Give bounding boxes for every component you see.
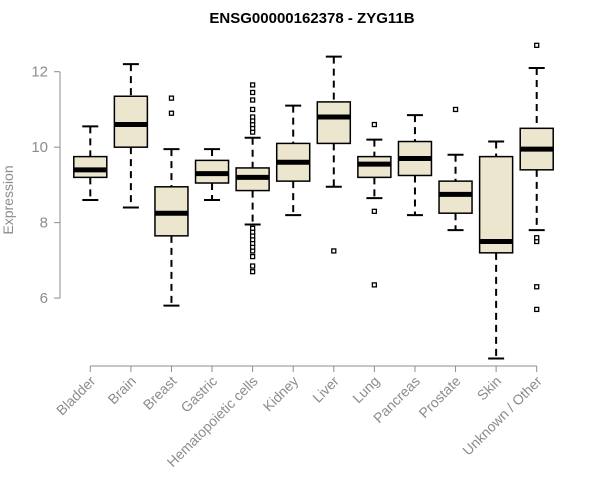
outlier-point <box>249 253 256 260</box>
outlier-point <box>249 89 256 96</box>
outlier-point <box>534 235 540 241</box>
outlier-point <box>371 282 378 288</box>
x-tick-label: Prostate <box>415 373 463 421</box>
box-skin <box>478 140 514 360</box>
box-pancreas <box>397 114 433 217</box>
box-prostate <box>438 106 473 232</box>
y-tick-label: 6 <box>40 290 48 307</box>
outlier-point <box>168 95 175 101</box>
outlier-point <box>371 208 378 214</box>
box-liver <box>316 55 352 254</box>
outlier-point <box>249 263 256 269</box>
iqr-box <box>316 101 352 145</box>
outlier-point <box>249 106 256 113</box>
box-gastric <box>194 148 230 201</box>
outlier-point <box>249 225 256 231</box>
iqr-box <box>357 155 392 179</box>
outlier-point <box>331 248 337 254</box>
x-tick-label: Lung <box>349 373 382 406</box>
outlier-point <box>534 306 540 313</box>
iqr-box <box>478 155 514 254</box>
outlier-point <box>249 97 256 103</box>
x-tick-label: Liver <box>309 373 342 406</box>
boxes <box>73 42 554 360</box>
outlier-point <box>249 82 256 88</box>
y-tick-label: 10 <box>31 139 48 156</box>
y-axis-label: Expression <box>0 165 16 234</box>
x-tick-label: Kidney <box>260 373 302 415</box>
outlier-point <box>249 269 256 275</box>
iqr-box <box>73 155 108 179</box>
y-tick-label: 8 <box>40 215 48 232</box>
box-bladder <box>73 125 108 201</box>
box-lung <box>357 121 392 288</box>
x-tick-label: Breast <box>140 373 180 413</box>
x-tick-label: Brain <box>105 373 139 407</box>
outlier-point <box>168 110 175 116</box>
iqr-box <box>438 180 473 214</box>
x-tick-label: Bladder <box>53 373 99 419</box>
y-tick-label: 12 <box>31 64 48 81</box>
outlier-point <box>249 114 256 120</box>
outlier-point <box>371 121 378 128</box>
chart-title: ENSG00000162378 - ZYG11B <box>209 10 414 27</box>
outlier-point <box>534 284 540 290</box>
box-brain <box>113 63 149 209</box>
box-breast <box>154 95 189 307</box>
box-hematopoietic-cells <box>235 82 270 275</box>
iqr-box <box>113 95 149 148</box>
outlier-point <box>534 42 540 48</box>
box-kidney <box>275 104 311 217</box>
x-tick-label: Skin <box>474 373 505 404</box>
box-unknown-other <box>519 42 554 313</box>
outlier-point <box>452 106 459 113</box>
